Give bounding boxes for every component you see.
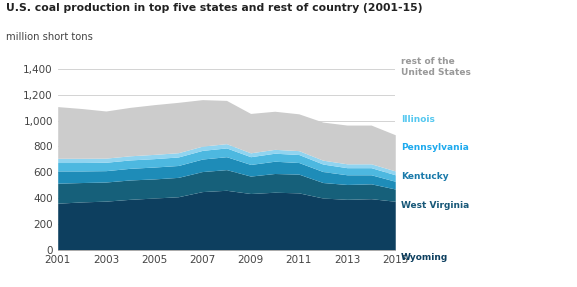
- Text: Illinois: Illinois: [401, 115, 435, 124]
- Text: West Virginia: West Virginia: [401, 201, 469, 210]
- Text: Wyoming: Wyoming: [401, 253, 448, 261]
- Text: Kentucky: Kentucky: [401, 172, 449, 181]
- Text: Pennsylvania: Pennsylvania: [401, 144, 469, 152]
- Text: U.S. coal production in top five states and rest of country (2001-15): U.S. coal production in top five states …: [6, 3, 422, 13]
- Text: rest of the
United States: rest of the United States: [401, 57, 471, 77]
- Text: million short tons: million short tons: [6, 32, 93, 42]
